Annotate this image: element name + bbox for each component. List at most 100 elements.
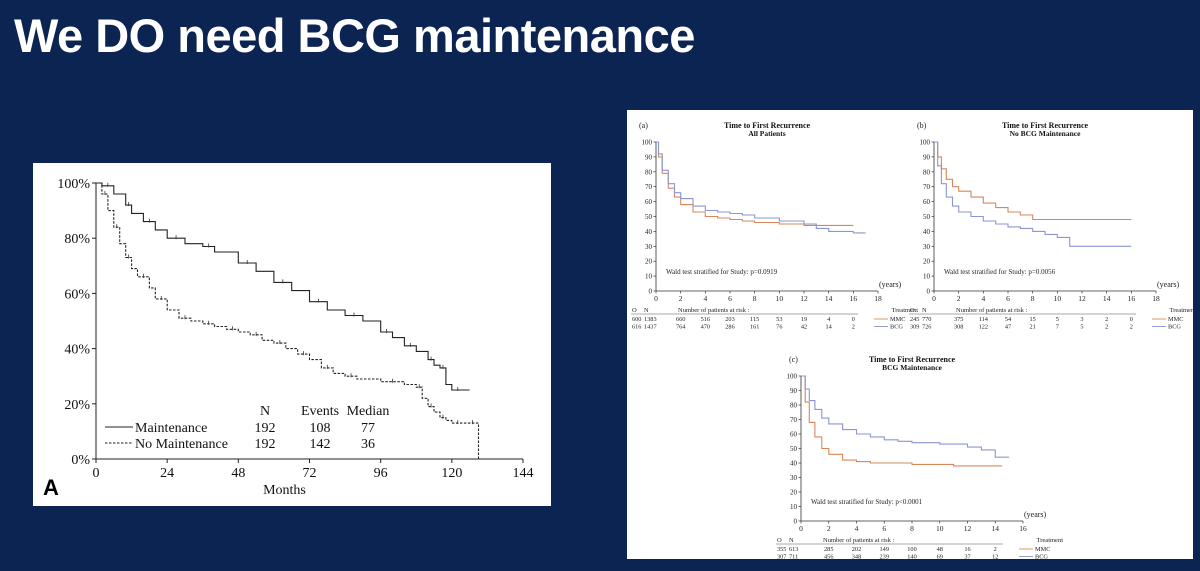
risk-count: 285 <box>824 546 833 553</box>
x-tick-label: 10 <box>936 524 944 533</box>
risk-row-treatment: BCG <box>1035 554 1048 560</box>
risk-count: 0 <box>852 316 855 323</box>
y-tick-label: 20 <box>645 258 653 266</box>
y-tick-label: 0 <box>927 288 931 296</box>
risk-count: 0 <box>1130 316 1133 323</box>
y-tick-label: 0 <box>649 288 653 296</box>
chart-panel-maintenance-km: 0% 20% 40% 60% 80% 100% 0 24 48 72 96 120 144 Months N… <box>33 163 551 506</box>
series-no-maintenance <box>96 182 480 459</box>
x-tick-label: 16 <box>850 294 858 303</box>
y-tick-label: 50 <box>645 213 653 221</box>
x-tick-label: 16 <box>1019 524 1027 533</box>
x-tick-label: 8 <box>910 524 914 533</box>
legend-n: 192 <box>255 421 276 436</box>
x-axis-label: Months <box>263 483 306 498</box>
chart-subtitle: All Patients <box>748 129 785 138</box>
risk-count: 3 <box>1080 316 1083 323</box>
y-tick-label: 30 <box>923 243 931 251</box>
risk-count: 375 <box>954 316 963 323</box>
risk-count: 308 <box>954 324 963 331</box>
slide-title: We DO need BCG maintenance <box>14 9 695 62</box>
x-tick-label: 12 <box>1078 294 1086 303</box>
risk-count: 15 <box>1030 316 1036 323</box>
risk-count: 122 <box>979 324 988 331</box>
chart-subtitle: BCG Maintenance <box>882 363 942 372</box>
km-curve-bcg <box>801 375 1010 458</box>
risk-table-header-o: O <box>777 537 782 544</box>
legend-median: 36 <box>361 437 375 452</box>
annotation: Wald test stratified for Study: p<0.0001 <box>811 498 923 506</box>
risk-count: 76 <box>776 324 782 331</box>
y-tick-label: 100% <box>57 177 90 192</box>
y-tick-label: 70 <box>790 416 798 424</box>
y-tick-label: 40 <box>790 460 798 468</box>
x-tick-label: 4 <box>703 294 707 303</box>
y-tick-label: 30 <box>790 474 798 482</box>
risk-count: 14 <box>826 324 833 331</box>
x-tick-label: 10 <box>1054 294 1062 303</box>
risk-count: 5 <box>1080 324 1083 331</box>
y-tick-label: 70 <box>645 183 653 191</box>
y-tick-label: 80 <box>645 168 653 176</box>
x-tick-label: 8 <box>753 294 757 303</box>
risk-row-n: 770 <box>922 316 931 323</box>
risk-count: 2 <box>994 546 997 553</box>
risk-row-n: 726 <box>922 324 931 331</box>
x-axis-unit: (years) <box>1157 280 1180 289</box>
risk-count: 2 <box>852 324 855 331</box>
y-tick-label: 10 <box>790 503 798 511</box>
risk-count: 764 <box>676 324 686 331</box>
km-chart-a: 0% 20% 40% 60% 80% 100% 0 24 48 72 96 120 144 Months N… <box>43 177 534 500</box>
risk-count: 16 <box>964 546 970 553</box>
risk-table-treatment-header: Treatment <box>892 307 919 314</box>
risk-count: 53 <box>776 316 782 323</box>
risk-count: 47 <box>1005 324 1011 331</box>
risk-row-o: 245 <box>910 316 919 323</box>
chart-subtitle: No BCG Maintenance <box>1010 129 1082 138</box>
risk-row-treatment: BCG <box>1168 324 1181 331</box>
x-tick-label: 48 <box>231 466 245 481</box>
y-tick-label: 100 <box>642 139 653 147</box>
risk-count: 21 <box>1030 324 1036 331</box>
risk-count: 7 <box>1056 324 1059 331</box>
legend-n: 192 <box>255 437 276 452</box>
risk-count: 2 <box>1105 324 1108 331</box>
x-tick-label: 2 <box>827 524 831 533</box>
y-tick-label: 50 <box>790 445 798 453</box>
annotation: Wald test stratified for Study: p=0.0056 <box>944 268 1056 276</box>
x-tick-label: 18 <box>1152 294 1160 303</box>
x-tick-label: 144 <box>513 466 534 481</box>
risk-count: 100 <box>907 546 916 553</box>
risk-count: 2 <box>1130 324 1133 331</box>
risk-count: 348 <box>852 554 861 560</box>
risk-count: 202 <box>852 546 861 553</box>
x-tick-label: 12 <box>800 294 808 303</box>
y-tick-label: 30 <box>645 243 653 251</box>
risk-row-n: 711 <box>789 554 798 560</box>
x-tick-label: 14 <box>1103 294 1111 303</box>
x-tick-label: 0 <box>93 466 100 481</box>
y-tick-label: 0% <box>71 453 90 468</box>
risk-count: 286 <box>725 324 734 331</box>
x-axis-unit: (years) <box>1024 510 1047 519</box>
x-tick-label: 4 <box>981 294 985 303</box>
y-tick-label: 90 <box>923 153 931 161</box>
risk-count: 5 <box>1056 316 1059 323</box>
x-tick-label: 96 <box>374 466 388 481</box>
risk-count: 19 <box>801 316 807 323</box>
y-tick-label: 40 <box>645 228 653 236</box>
risk-row-o: 307 <box>777 554 786 560</box>
x-tick-label: 6 <box>1006 294 1010 303</box>
y-tick-label: 10 <box>645 273 653 281</box>
panel-label: (c) <box>789 355 798 364</box>
x-tick-label: 18 <box>874 294 882 303</box>
y-tick-label: 20 <box>923 258 931 266</box>
risk-row-n: 1383 <box>644 316 657 323</box>
panel-label: (b) <box>917 121 927 130</box>
x-tick-label: 0 <box>932 294 936 303</box>
x-tick-label: 10 <box>776 294 784 303</box>
chart-title: Time to First Recurrence <box>724 121 811 130</box>
